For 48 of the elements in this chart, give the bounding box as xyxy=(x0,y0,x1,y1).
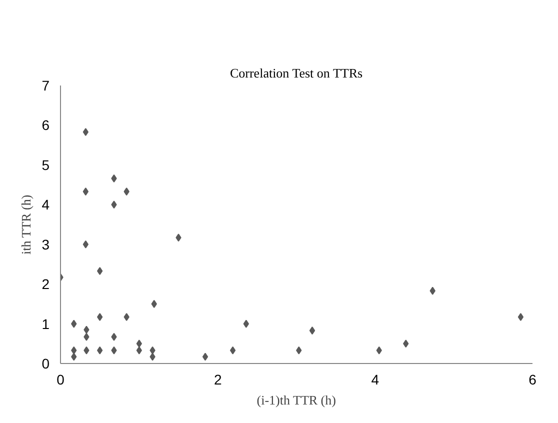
point xyxy=(518,313,524,322)
point xyxy=(111,200,117,209)
point xyxy=(309,326,316,335)
point xyxy=(243,320,249,328)
point xyxy=(97,346,103,354)
point xyxy=(136,346,142,354)
y-tick-label: 0 xyxy=(42,356,50,372)
point xyxy=(150,352,156,361)
point xyxy=(151,300,157,308)
point xyxy=(84,332,90,341)
point xyxy=(82,128,89,136)
point xyxy=(124,313,130,322)
y-tick-label: 3 xyxy=(42,236,50,252)
chart-title: Correlation Test on TTRs xyxy=(230,66,363,80)
point xyxy=(176,234,182,242)
point xyxy=(71,352,77,361)
point xyxy=(82,240,89,248)
point xyxy=(84,346,90,354)
point xyxy=(111,174,117,182)
point xyxy=(82,188,89,196)
point xyxy=(84,326,90,334)
x-tick-label: 2 xyxy=(214,372,222,388)
x-axis-title: (i-1)th TTR (h) xyxy=(256,392,336,408)
point xyxy=(97,266,103,275)
point xyxy=(230,346,236,354)
point xyxy=(202,352,208,361)
point xyxy=(71,320,77,328)
y-tick-label: 5 xyxy=(42,156,50,173)
point xyxy=(430,286,436,295)
y-tick-label: 2 xyxy=(42,276,50,292)
point xyxy=(296,346,302,354)
x-tick-label: 4 xyxy=(371,372,380,388)
point xyxy=(403,340,409,348)
y-tick-label: 1 xyxy=(42,316,50,332)
point xyxy=(111,346,117,354)
point xyxy=(111,332,117,341)
point xyxy=(97,313,103,322)
y-axis-title: ith TTR (h) xyxy=(18,194,34,254)
y-tick-label: 4 xyxy=(42,196,50,213)
point xyxy=(376,346,382,354)
y-tick-label: 7 xyxy=(42,78,50,94)
x-tick-label: 6 xyxy=(528,372,537,388)
point xyxy=(124,188,130,196)
point xyxy=(150,346,156,354)
y-tick-label: 6 xyxy=(42,117,50,134)
point xyxy=(71,346,77,354)
point xyxy=(136,340,142,348)
x-tick-label: 0 xyxy=(56,372,65,388)
